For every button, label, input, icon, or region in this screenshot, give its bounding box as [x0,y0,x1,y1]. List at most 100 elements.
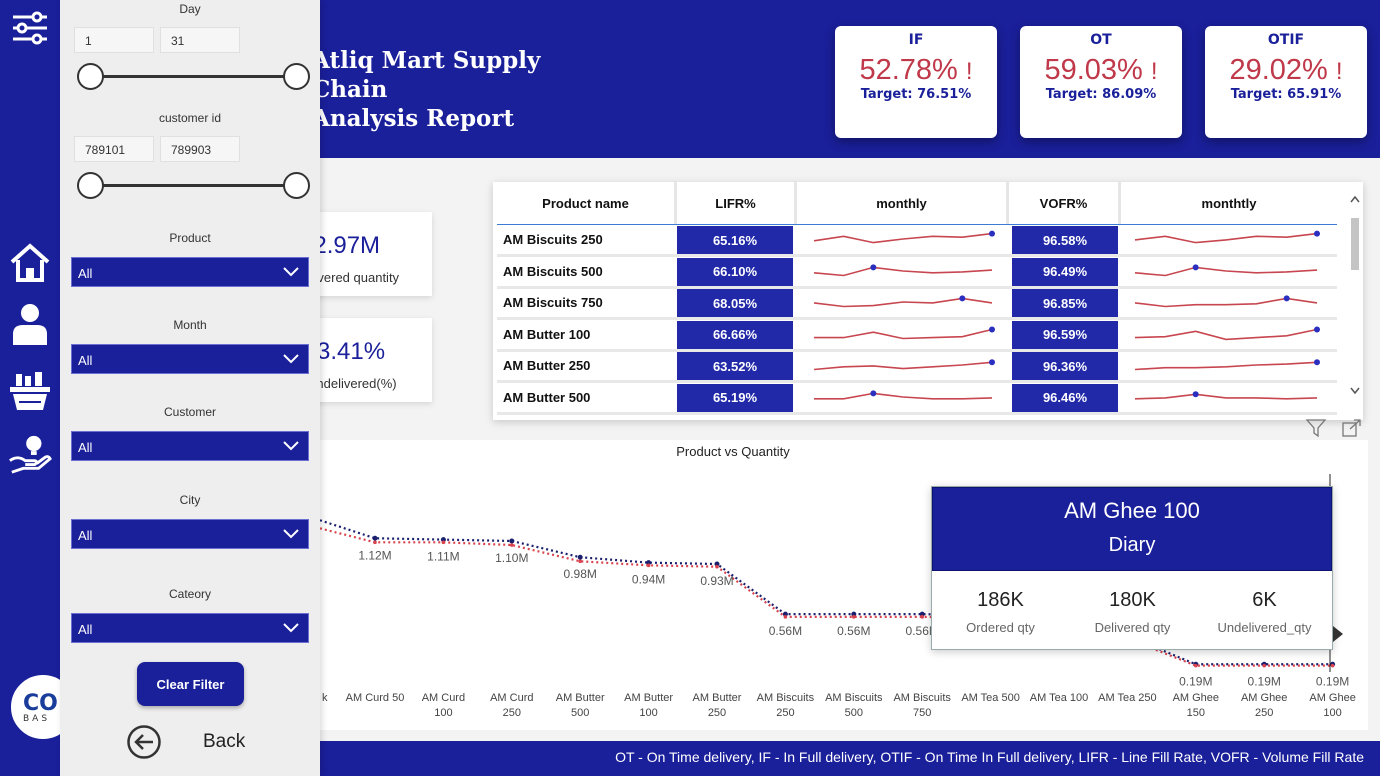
customer-id-slider-max-knob[interactable] [283,172,310,199]
lifr-cell: 65.19% [677,383,793,412]
data-point [1262,663,1266,668]
filter-label-city: City [179,493,201,507]
col-header-product[interactable]: Product name [497,182,677,224]
lifr-cell: 66.10% [677,257,793,286]
table-row[interactable]: AM Biscuits 500 66.10% 96.49% [497,257,1337,289]
customer-select[interactable]: All [71,431,309,461]
stat-value: 180K [1109,589,1156,611]
lifr-sparkline [814,389,993,400]
table-row[interactable]: AM Biscuits 750 68.05% 96.85% [497,289,1337,320]
day-slider-max-knob[interactable] [283,63,310,90]
footer-legend: OT - On Time delivery, IF - In Full deli… [320,741,1380,776]
lifr-sparkline [813,230,995,244]
filter-label-day: Day [179,2,201,16]
data-point [920,615,924,619]
product-select[interactable]: All [71,257,309,287]
sparkline-path [813,266,993,276]
month-select[interactable]: All [71,344,309,374]
data-label: 1.12M [358,548,391,562]
vofr-sparkline [1134,295,1318,308]
filter-label-customer-id: customer id [158,111,222,125]
sliders-icon[interactable] [8,6,52,50]
alert-icon: ! [965,58,973,85]
lifr-cell: 63.52% [677,352,793,380]
lifr-cell: 68.05% [677,289,793,317]
data-point [577,554,583,560]
lifr-sparkline [813,359,995,371]
select-value: All [78,528,93,543]
data-label: 0.56M [837,624,870,638]
lifr-cell: 65.16% [677,226,793,254]
col-header-lifr[interactable]: LIFR% [677,182,797,224]
col-header-vofr[interactable]: VOFR% [1009,182,1121,224]
table-scrollbar[interactable] [1348,188,1362,402]
sparkline-marker [1314,230,1320,237]
filter-panel: Day 1 31 customer id 789101 789903 Produ… [60,0,320,776]
data-point [715,564,719,569]
data-point [373,540,377,545]
data-point [783,615,788,619]
day-slider-min-knob[interactable] [77,63,104,90]
table-row[interactable]: AM Butter 500 65.19% 96.46% [497,383,1337,415]
category-select[interactable]: All [71,613,309,643]
report-title-line2: Analysis Report [312,105,515,132]
lifr-sparkline [814,326,995,339]
sparkline-marker [1283,295,1290,302]
day-slider-track[interactable] [90,75,296,78]
sparkline-path [814,392,993,400]
customer-id-min-input[interactable]: 789101 [74,136,154,162]
data-point [919,611,925,617]
data-point [714,561,720,567]
row-separator [497,254,1337,257]
customer-id-max-input[interactable]: 789903 [160,136,240,162]
data-label: 0.56M [906,624,939,638]
lifr-sparkline [813,263,993,276]
scroll-thumb[interactable] [1351,218,1359,270]
table-row[interactable]: AM Biscuits 250 65.16% 96.58% [497,226,1337,257]
sparkline-path [1134,297,1318,308]
vofr-sparkline [1134,359,1320,371]
kpi-label: OT [1090,32,1112,48]
user-icon[interactable] [8,302,52,346]
stat-value: 6K [1252,589,1277,611]
chart-next-arrow-icon[interactable] [1333,626,1343,642]
stat-value: 186K [977,589,1024,611]
x-tick-label: AM Butter 500 [556,692,605,719]
lifr-sparkline [813,295,993,308]
data-point [851,611,857,617]
chart-toolbar [1304,418,1364,438]
clear-filter-button[interactable]: Clear Filter [137,662,244,706]
city-select[interactable]: All [71,519,309,549]
x-tick-label: AM Biscuits 500 [825,692,883,719]
filter-icon [1305,419,1327,438]
col-header-monthtly[interactable]: monthtly [1201,195,1257,211]
home-icon[interactable] [8,240,52,284]
data-point [646,563,651,568]
vofr-sparkline [1134,263,1318,276]
x-tick-label: AM Curd 100 [422,692,465,719]
back-button-label[interactable]: Back [203,731,246,752]
back-arrow-icon[interactable] [126,724,162,760]
chevron-down-icon [283,529,299,539]
table-row[interactable]: AM Butter 250 63.52% 96.36% [497,352,1337,383]
tick-label-partial: k [322,692,328,704]
alert-icon: ! [1150,58,1158,85]
col-header-monthly[interactable]: monthly [797,182,1009,224]
lifr-cell: 66.66% [677,320,793,349]
tooltip-stat-delivered: 180K Delivered qty [1066,589,1199,635]
table-row[interactable]: AM Butter 100 66.66% 96.59% [497,320,1337,352]
chart-title: Product vs Quantity [676,444,790,459]
report-title: Atliq Mart Supply Chain Analysis Report [312,46,612,133]
filter-label-customer: Customer [163,405,216,419]
day-min-input[interactable]: 1 [74,27,154,53]
vofr-cell: 96.49% [1012,257,1118,286]
vofr-cell: 96.36% [1012,352,1118,380]
customer-id-slider-min-knob[interactable] [77,172,104,199]
customer-id-slider-track[interactable] [90,184,296,187]
vofr-sparkline [1134,390,1318,400]
basket-icon[interactable] [8,370,52,414]
sparkline-marker [959,295,966,302]
idea-hand-icon[interactable] [8,432,52,476]
day-max-input[interactable]: 31 [160,27,240,53]
stat-label: Delivered qty [1094,620,1171,635]
